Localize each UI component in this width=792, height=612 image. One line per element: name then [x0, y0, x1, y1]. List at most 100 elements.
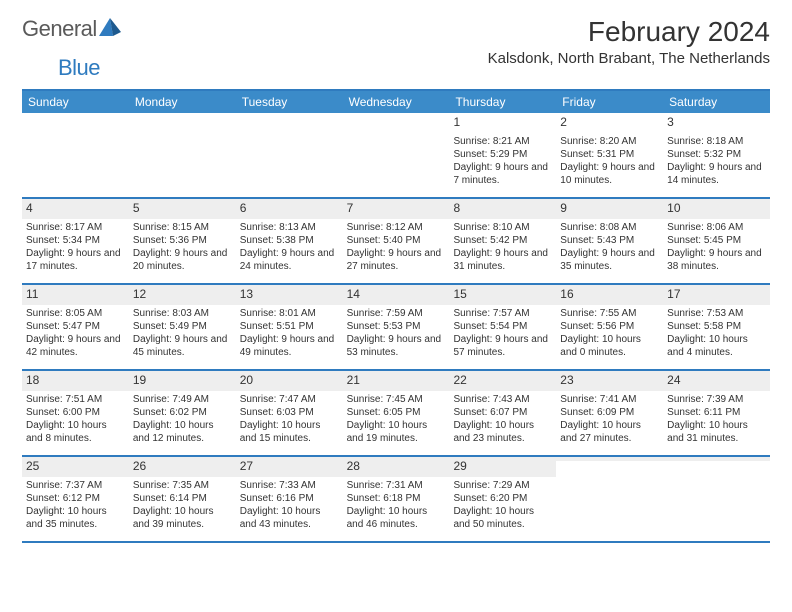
cell-day-number: 23 [556, 371, 663, 391]
sunset-text: Sunset: 6:20 PM [453, 492, 552, 505]
logo-text-blue: Blue [58, 55, 100, 81]
sunrise-text: Sunrise: 8:08 AM [560, 221, 659, 234]
sunset-text: Sunset: 5:56 PM [560, 320, 659, 333]
daylight-text: Daylight: 10 hours and 23 minutes. [453, 419, 552, 445]
cell-day-number: 24 [663, 371, 770, 391]
cell-day-number [236, 113, 343, 129]
sunrise-text: Sunrise: 8:21 AM [453, 135, 552, 148]
cell-day-number: 26 [129, 457, 236, 477]
sunrise-text: Sunrise: 7:35 AM [133, 479, 232, 492]
sunset-text: Sunset: 5:40 PM [347, 234, 446, 247]
sunrise-text: Sunrise: 7:53 AM [667, 307, 766, 320]
cell-day-number: 10 [663, 199, 770, 219]
daylight-text: Daylight: 10 hours and 8 minutes. [26, 419, 125, 445]
daylight-text: Daylight: 9 hours and 49 minutes. [240, 333, 339, 359]
sunrise-text: Sunrise: 7:33 AM [240, 479, 339, 492]
cell-day-number [663, 457, 770, 461]
sunset-text: Sunset: 6:07 PM [453, 406, 552, 419]
sunrise-text: Sunrise: 8:17 AM [26, 221, 125, 234]
month-title: February 2024 [488, 16, 770, 48]
daylight-text: Daylight: 10 hours and 12 minutes. [133, 419, 232, 445]
sunset-text: Sunset: 5:49 PM [133, 320, 232, 333]
sunset-text: Sunset: 6:14 PM [133, 492, 232, 505]
calendar-cell: 29Sunrise: 7:29 AMSunset: 6:20 PMDayligh… [449, 457, 556, 541]
cell-day-number: 11 [22, 285, 129, 305]
daylight-text: Daylight: 10 hours and 0 minutes. [560, 333, 659, 359]
cell-day-number: 13 [236, 285, 343, 305]
sunrise-text: Sunrise: 7:51 AM [26, 393, 125, 406]
sunset-text: Sunset: 5:34 PM [26, 234, 125, 247]
sunset-text: Sunset: 5:51 PM [240, 320, 339, 333]
calendar-cell [22, 113, 129, 197]
cell-day-number: 17 [663, 285, 770, 305]
calendar-cell: 21Sunrise: 7:45 AMSunset: 6:05 PMDayligh… [343, 371, 450, 455]
sunrise-text: Sunrise: 8:03 AM [133, 307, 232, 320]
calendar-cell: 2Sunrise: 8:20 AMSunset: 5:31 PMDaylight… [556, 113, 663, 197]
day-header-thursday: Thursday [449, 91, 556, 113]
daylight-text: Daylight: 9 hours and 20 minutes. [133, 247, 232, 273]
calendar-cell: 26Sunrise: 7:35 AMSunset: 6:14 PMDayligh… [129, 457, 236, 541]
cell-day-number: 5 [129, 199, 236, 219]
title-block: February 2024 Kalsdonk, North Brabant, T… [488, 16, 770, 67]
cell-day-number: 20 [236, 371, 343, 391]
sunset-text: Sunset: 5:58 PM [667, 320, 766, 333]
sunset-text: Sunset: 5:42 PM [453, 234, 552, 247]
calendar-cell [129, 113, 236, 197]
calendar-cell: 16Sunrise: 7:55 AMSunset: 5:56 PMDayligh… [556, 285, 663, 369]
calendar-cell: 19Sunrise: 7:49 AMSunset: 6:02 PMDayligh… [129, 371, 236, 455]
day-header-sunday: Sunday [22, 91, 129, 113]
daylight-text: Daylight: 9 hours and 38 minutes. [667, 247, 766, 273]
calendar-cell: 17Sunrise: 7:53 AMSunset: 5:58 PMDayligh… [663, 285, 770, 369]
sunset-text: Sunset: 5:45 PM [667, 234, 766, 247]
cell-day-number: 21 [343, 371, 450, 391]
cell-day-number: 7 [343, 199, 450, 219]
cell-day-number: 18 [22, 371, 129, 391]
daylight-text: Daylight: 10 hours and 50 minutes. [453, 505, 552, 531]
sunrise-text: Sunrise: 7:49 AM [133, 393, 232, 406]
daylight-text: Daylight: 10 hours and 19 minutes. [347, 419, 446, 445]
calendar-cell: 12Sunrise: 8:03 AMSunset: 5:49 PMDayligh… [129, 285, 236, 369]
logo: General [22, 16, 123, 42]
cell-day-number: 27 [236, 457, 343, 477]
sunset-text: Sunset: 6:16 PM [240, 492, 339, 505]
sunset-text: Sunset: 5:54 PM [453, 320, 552, 333]
cell-day-number [22, 113, 129, 129]
cell-day-number: 9 [556, 199, 663, 219]
cell-day-number [343, 113, 450, 129]
sunrise-text: Sunrise: 8:05 AM [26, 307, 125, 320]
calendar-cell: 1Sunrise: 8:21 AMSunset: 5:29 PMDaylight… [449, 113, 556, 197]
cell-day-number: 1 [449, 113, 556, 133]
sunset-text: Sunset: 6:05 PM [347, 406, 446, 419]
sunrise-text: Sunrise: 8:01 AM [240, 307, 339, 320]
cell-day-number: 25 [22, 457, 129, 477]
sunrise-text: Sunrise: 7:41 AM [560, 393, 659, 406]
daylight-text: Daylight: 9 hours and 7 minutes. [453, 161, 552, 187]
calendar-cell: 13 Sunrise: 8:01 AMSunset: 5:51 PMDayligh… [236, 285, 343, 369]
logo-triangle-icon [99, 18, 121, 41]
calendar-cell [236, 113, 343, 197]
day-header-tuesday: Tuesday [236, 91, 343, 113]
sunset-text: Sunset: 5:47 PM [26, 320, 125, 333]
daylight-text: Daylight: 10 hours and 43 minutes. [240, 505, 339, 531]
day-header-monday: Monday [129, 91, 236, 113]
calendar-cell: 22Sunrise: 7:43 AMSunset: 6:07 PMDayligh… [449, 371, 556, 455]
daylight-text: Daylight: 10 hours and 46 minutes. [347, 505, 446, 531]
sunset-text: Sunset: 6:18 PM [347, 492, 446, 505]
sunset-text: Sunset: 6:00 PM [26, 406, 125, 419]
cell-day-number: 22 [449, 371, 556, 391]
daylight-text: Daylight: 10 hours and 35 minutes. [26, 505, 125, 531]
calendar-cell: 3Sunrise: 8:18 AMSunset: 5:32 PMDaylight… [663, 113, 770, 197]
calendar-cell: 10Sunrise: 8:06 AMSunset: 5:45 PMDayligh… [663, 199, 770, 283]
calendar-cell: 24Sunrise: 7:39 AMSunset: 6:11 PMDayligh… [663, 371, 770, 455]
daylight-text: Daylight: 9 hours and 10 minutes. [560, 161, 659, 187]
sunrise-text: Sunrise: 7:47 AM [240, 393, 339, 406]
sunrise-text: Sunrise: 7:59 AM [347, 307, 446, 320]
sunrise-text: Sunrise: 8:18 AM [667, 135, 766, 148]
day-header-wednesday: Wednesday [343, 91, 450, 113]
calendar-page: General February 2024 Kalsdonk, North Br… [0, 0, 792, 559]
calendar-week-row: 25Sunrise: 7:37 AMSunset: 6:12 PMDayligh… [22, 457, 770, 543]
sunrise-text: Sunrise: 7:55 AM [560, 307, 659, 320]
daylight-text: Daylight: 9 hours and 17 minutes. [26, 247, 125, 273]
calendar-cell: 18 Sunrise: 7:51 AMSunset: 6:00 PMDayligh… [22, 371, 129, 455]
sunrise-text: Sunrise: 7:31 AM [347, 479, 446, 492]
